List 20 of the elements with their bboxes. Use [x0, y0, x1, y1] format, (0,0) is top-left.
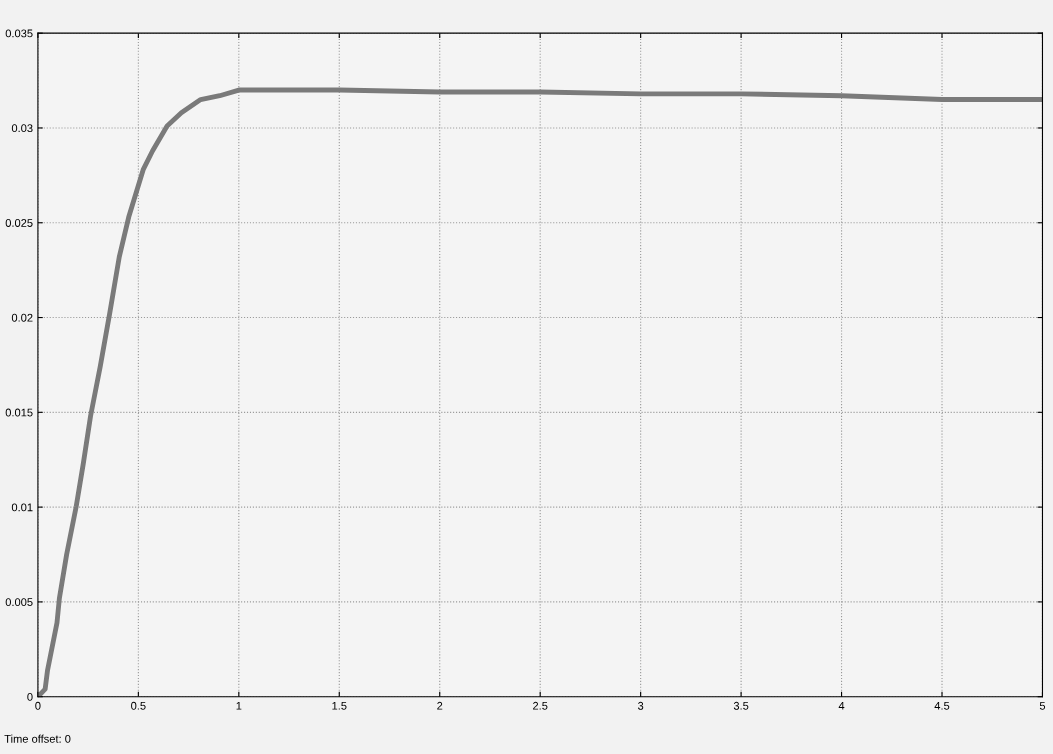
- text: Time offset: 0: [4, 734, 71, 743]
- x-tick-label: 5: [1039, 701, 1046, 710]
- y-tick-label: 0.005: [5, 598, 33, 607]
- y-tick-label: 0.015: [5, 408, 33, 417]
- x-tick-label: 2.5: [533, 701, 548, 710]
- x-tick-label: 0.5: [131, 701, 146, 710]
- y-tick-label: 0: [27, 692, 33, 701]
- x-tick-label: 1.5: [332, 701, 347, 710]
- x-tick-label: 4.5: [934, 701, 950, 710]
- y-tick-label: 0.035: [5, 29, 33, 38]
- x-tick-label: 3: [637, 701, 644, 710]
- x-tick-label: 0: [35, 701, 41, 710]
- y-tick-label: 0.025: [5, 219, 33, 227]
- x-tick-label: 4: [838, 701, 845, 710]
- x-tick-label: 3.5: [733, 701, 749, 710]
- x-tick-label: 1: [236, 701, 242, 710]
- y-tick-label: 0.03: [11, 124, 33, 133]
- y-tick-label: 0.01: [11, 503, 33, 512]
- y-tick-label: 0.02: [11, 313, 33, 322]
- x-tick-label: 2: [437, 701, 443, 710]
